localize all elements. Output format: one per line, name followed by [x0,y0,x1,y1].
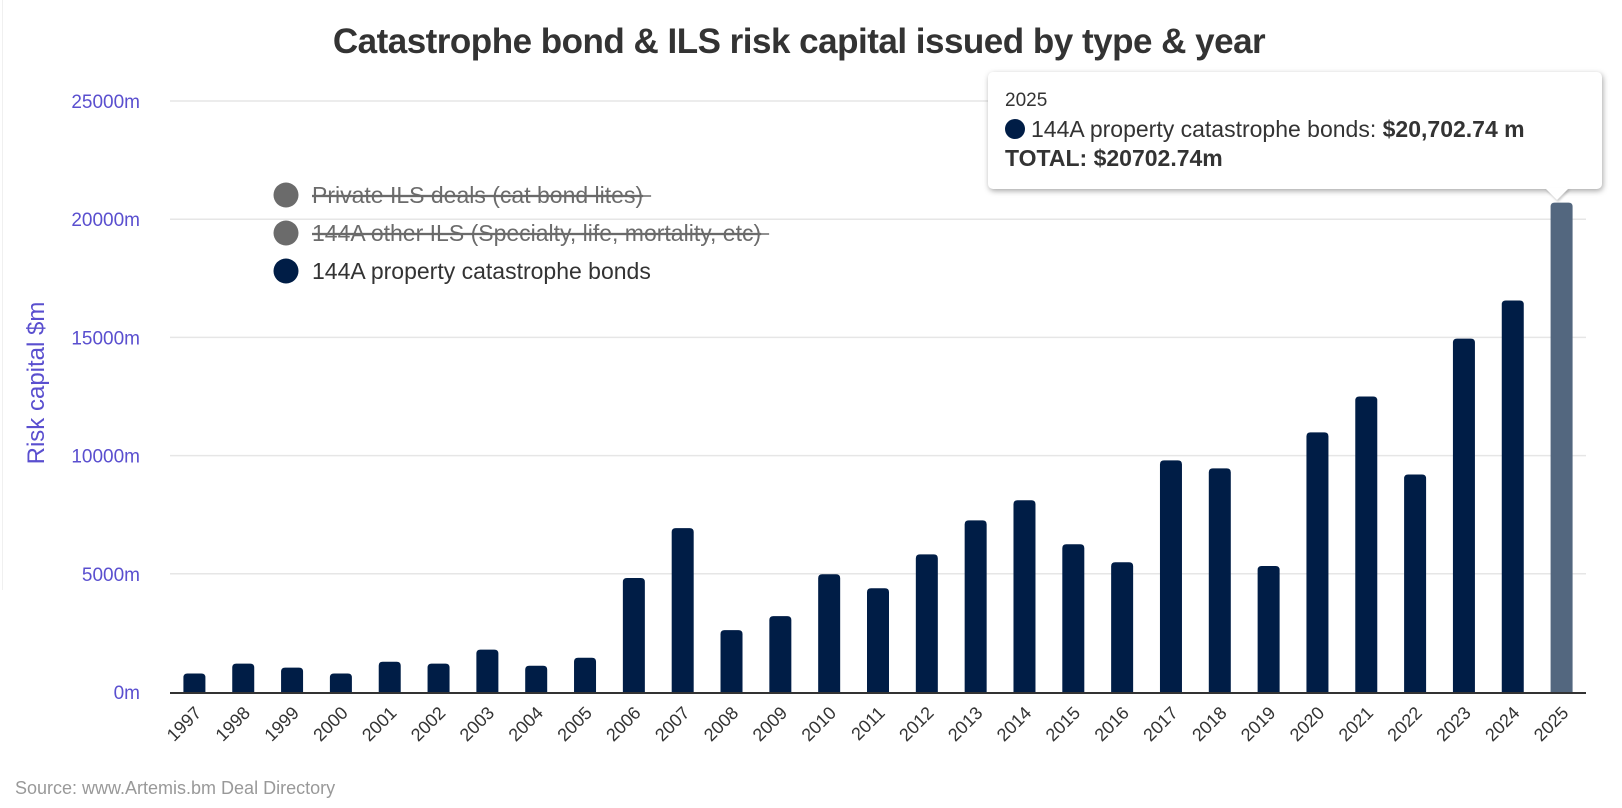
x-tick-label: 2018 [1188,703,1230,745]
y-tick-label: 0m [114,683,140,704]
x-tick-label: 2025 [1530,703,1572,745]
x-tick-label: 2007 [651,703,693,745]
x-tick-label: 2019 [1237,703,1279,745]
x-tick-label: 2010 [798,703,840,745]
x-tick-label: 1998 [212,703,254,745]
legend-label: 144A property catastrophe bonds [312,258,651,284]
x-tick-label: 2004 [505,703,547,745]
tooltip-series-row: 144A property catastrophe bonds: $20,702… [1005,114,1602,144]
bar-2019[interactable] [1257,565,1280,692]
x-tick-label: 2001 [358,703,400,745]
x-tick-label: 2002 [407,703,449,745]
legend-label: Private ILS deals (cat bond lites) [312,182,643,208]
y-axis-ticks: 0m 5000m 10000m 15000m 20000m 25000m [71,92,140,704]
tooltip-year: 2025 [1005,90,1048,111]
y-tick-label: 25000m [71,92,140,113]
y-tick-label: 20000m [71,210,140,231]
bar-2012[interactable] [915,554,938,692]
bar-2006[interactable] [622,578,645,692]
x-tick-label: 2022 [1383,703,1425,745]
x-tick-label: 2013 [944,703,986,745]
x-tick-label: 2006 [602,703,644,745]
chart-title: Catastrophe bond & ILS risk capital issu… [333,22,1266,61]
bar-2013[interactable] [964,520,987,692]
bar-2021[interactable] [1355,396,1378,693]
x-tick-label: 2021 [1335,703,1377,745]
legend-label: 144A other ILS (Specialty, life, mortali… [312,220,761,246]
x-axis-ticks: 1997 1998 1999 2000 2001 2002 2003 2004 2005 2006… [163,703,1573,745]
x-tick-label: 2014 [993,703,1035,745]
bar-2002[interactable] [427,663,450,692]
legend: Private ILS deals (cat bond lites) 144A … [273,182,770,284]
x-tick-label: 2016 [1091,703,1133,745]
legend-marker [273,258,299,284]
bar-2000[interactable] [329,673,352,692]
x-tick-label: 2015 [1042,703,1084,745]
bar-2007[interactable] [671,528,694,692]
bar-2018[interactable] [1208,468,1231,692]
y-axis-title: Risk capital $m [23,302,50,465]
bar-1997[interactable] [183,673,206,692]
x-tick-label: 2011 [847,703,889,745]
legend-item-144a-other-ils[interactable]: 144A other ILS (Specialty, life, mortali… [273,220,770,246]
tooltip-series-label: 144A property catastrophe bonds: [1031,116,1383,142]
tooltip-series-value: $20,702.74 m [1382,116,1525,142]
legend-item-private-ils[interactable]: Private ILS deals (cat bond lites) [273,182,652,208]
x-tick-label: 2012 [895,703,937,745]
legend-item-144a-property-cat-bonds[interactable]: 144A property catastrophe bonds [273,258,651,284]
x-tick-label: 2020 [1286,703,1328,745]
tooltip-total: TOTAL: $20702.74m [1005,145,1223,171]
x-tick-label: 2008 [700,703,742,745]
tooltip: 2025 144A property catastrophe bonds: $2… [988,72,1602,189]
bar-2008[interactable] [720,630,743,692]
bar-2024[interactable] [1501,300,1524,692]
bar-2023[interactable] [1452,338,1475,692]
bar-2011[interactable] [867,588,889,692]
bar-2004[interactable] [525,665,548,692]
x-tick-label: 2003 [456,703,498,745]
legend-marker [273,220,299,246]
tooltip-series-marker [1005,119,1025,139]
x-tick-label: 2009 [749,703,791,745]
bar-1999[interactable] [281,667,304,692]
bar-2025[interactable] [1550,202,1573,692]
bar-2009[interactable] [769,616,792,692]
bar-2010[interactable] [818,574,841,692]
x-tick-label: 1997 [163,703,205,745]
gridlines [170,100,1586,575]
x-tick-label: 2000 [309,703,351,745]
bar-2020[interactable] [1306,432,1329,692]
x-tick-label: 2024 [1481,703,1523,745]
y-tick-label: 5000m [82,565,140,586]
x-tick-label: 1999 [260,703,302,745]
bar-2022[interactable] [1404,474,1427,692]
source-credit[interactable]: Source: www.Artemis.bm Deal Directory [15,778,335,798]
bar-2003[interactable] [476,649,499,692]
y-tick-label: 15000m [71,328,140,349]
left-border [2,0,3,590]
bar-2001[interactable] [378,661,401,692]
x-tick-label: 2017 [1139,703,1181,745]
bar-2005[interactable] [574,657,597,692]
bar-2015[interactable] [1062,544,1085,692]
bar-2014[interactable] [1013,500,1036,692]
legend-marker [273,182,299,208]
bar-2016[interactable] [1111,562,1134,692]
y-tick-label: 10000m [71,447,140,468]
bar-2017[interactable] [1159,460,1182,692]
x-tick-label: 2005 [553,703,595,745]
bar-1998[interactable] [232,663,255,692]
x-tick-label: 2023 [1432,703,1474,745]
bars [183,202,1573,693]
